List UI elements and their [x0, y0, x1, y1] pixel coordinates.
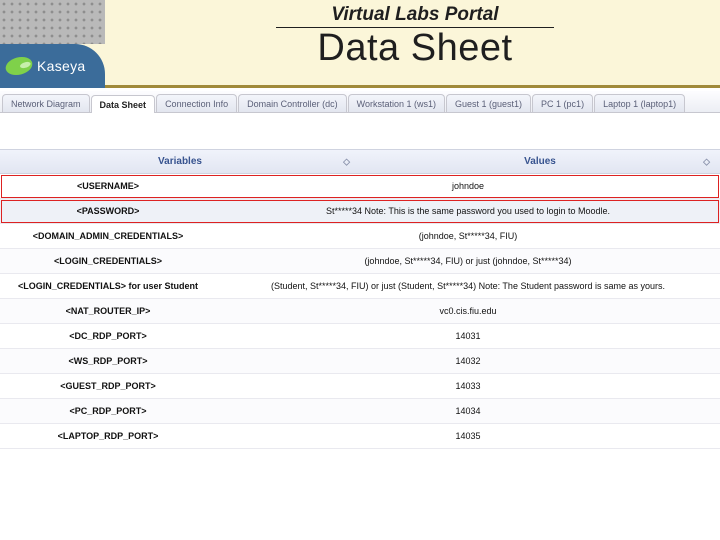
variable-cell: <LOGIN_CREDENTIALS>	[0, 249, 216, 273]
page-title: Data Sheet	[130, 27, 700, 70]
slide-header: Kaseya Virtual Labs Portal Data Sheet	[0, 0, 720, 88]
header-left-block: Kaseya	[0, 0, 105, 88]
table-row: <LOGIN_CREDENTIALS> for user Student(Stu…	[0, 274, 720, 299]
table-header-row: Variables ◇ Values ◇	[0, 149, 720, 174]
tab-domain-controller-dc[interactable]: Domain Controller (dc)	[238, 94, 347, 112]
logo-mark-icon	[3, 57, 35, 75]
variable-cell: <PC_RDP_PORT>	[0, 399, 216, 423]
value-cell: 14032	[216, 349, 720, 373]
table-row: <GUEST_RDP_PORT>14033	[0, 374, 720, 399]
value-cell: 14035	[216, 424, 720, 448]
variable-cell: <GUEST_RDP_PORT>	[0, 374, 216, 398]
table-row: <DOMAIN_ADMIN_CREDENTIALS>(johndoe, St**…	[0, 224, 720, 249]
table-row: <DC_RDP_PORT>14031	[0, 324, 720, 349]
value-cell: 14033	[216, 374, 720, 398]
variable-cell: <NAT_ROUTER_IP>	[0, 299, 216, 323]
column-header-values[interactable]: Values ◇	[360, 150, 720, 173]
tab-network-diagram[interactable]: Network Diagram	[2, 94, 90, 112]
table-body: <USERNAME>johndoe<PASSWORD>St*****34 Not…	[0, 174, 720, 449]
logo-text: Kaseya	[37, 58, 86, 74]
tab-guest-1-guest1[interactable]: Guest 1 (guest1)	[446, 94, 531, 112]
tab-laptop-1-laptop1[interactable]: Laptop 1 (laptop1)	[594, 94, 685, 112]
variable-cell: <DOMAIN_ADMIN_CREDENTIALS>	[0, 224, 216, 248]
data-sheet-table: Variables ◇ Values ◇ <USERNAME>johndoe<P…	[0, 149, 720, 449]
table-row: <USERNAME>johndoe	[0, 174, 720, 199]
table-row: <PC_RDP_PORT>14034	[0, 399, 720, 424]
value-cell: vc0.cis.fiu.edu	[216, 299, 720, 323]
variable-cell: <USERNAME>	[0, 174, 216, 198]
variable-cell: <WS_RDP_PORT>	[0, 349, 216, 373]
sort-icon[interactable]: ◇	[343, 156, 350, 167]
table-row: <NAT_ROUTER_IP>vc0.cis.fiu.edu	[0, 299, 720, 324]
header-titles: Virtual Labs Portal Data Sheet	[130, 2, 700, 70]
tab-connection-info[interactable]: Connection Info	[156, 94, 237, 112]
column-header-variables-label: Variables	[158, 156, 202, 167]
sort-icon[interactable]: ◇	[703, 156, 710, 167]
variable-cell: <DC_RDP_PORT>	[0, 324, 216, 348]
tab-bar: Network DiagramData SheetConnection Info…	[0, 91, 720, 113]
value-cell: (Student, St*****34, FIU) or just (Stude…	[216, 274, 720, 298]
tab-data-sheet[interactable]: Data Sheet	[91, 95, 156, 113]
value-cell: 14034	[216, 399, 720, 423]
page-subtitle: Virtual Labs Portal	[276, 4, 553, 28]
table-row: <WS_RDP_PORT>14032	[0, 349, 720, 374]
table-row: <PASSWORD>St*****34 Note: This is the sa…	[0, 199, 720, 224]
value-cell: (johndoe, St*****34, FIU)	[216, 224, 720, 248]
variable-cell: <LAPTOP_RDP_PORT>	[0, 424, 216, 448]
tab-pc-1-pc1[interactable]: PC 1 (pc1)	[532, 94, 593, 112]
value-cell: 14031	[216, 324, 720, 348]
value-cell: St*****34 Note: This is the same passwor…	[216, 199, 720, 223]
variable-cell: <LOGIN_CREDENTIALS> for user Student	[0, 274, 216, 298]
value-cell: johndoe	[216, 174, 720, 198]
column-header-variables[interactable]: Variables ◇	[0, 150, 360, 173]
table-row: <LOGIN_CREDENTIALS>(johndoe, St*****34, …	[0, 249, 720, 274]
variable-cell: <PASSWORD>	[0, 199, 216, 223]
table-row: <LAPTOP_RDP_PORT>14035	[0, 424, 720, 449]
brand-logo: Kaseya	[0, 44, 105, 88]
tab-workstation-1-ws1[interactable]: Workstation 1 (ws1)	[348, 94, 445, 112]
texture-pattern	[0, 0, 105, 44]
value-cell: (johndoe, St*****34, FIU) or just (johnd…	[216, 249, 720, 273]
column-header-values-label: Values	[524, 156, 556, 167]
